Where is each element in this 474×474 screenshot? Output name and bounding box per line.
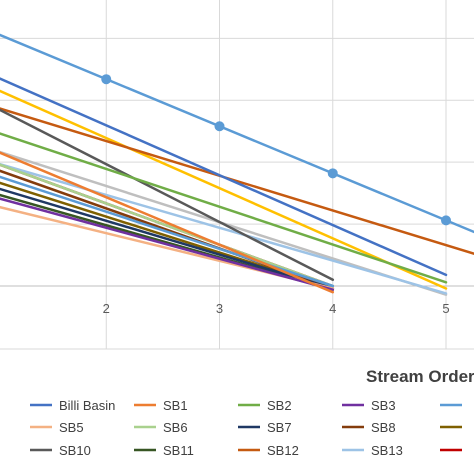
x-tick-label: 5: [442, 301, 449, 316]
series-line-sb12: [0, 107, 474, 255]
series-line-sb2: [0, 132, 448, 284]
legend-label: SB7: [267, 420, 292, 435]
series-markers: [101, 74, 452, 226]
legend-label: SB6: [163, 420, 188, 435]
series-point: [327, 168, 338, 179]
series-line-sb13: [0, 162, 448, 295]
series-line-sb7: [0, 187, 335, 290]
x-tick-label: 3: [216, 301, 223, 316]
x-axis-title: Stream Order: [366, 367, 474, 386]
legend: Billi Basin SB1 SB2 SB3 SB5 SB6 SB7 SB8 SB10 SB11…: [30, 398, 462, 458]
series-line-sb6: [0, 163, 335, 288]
legend-label: SB5: [59, 420, 84, 435]
series-line: [0, 33, 474, 234]
legend-label: SB1: [163, 398, 188, 413]
series-point: [214, 121, 225, 132]
x-tick-label: 2: [103, 301, 110, 316]
series-line-sb1: [0, 151, 335, 294]
legend-label: SB12: [267, 443, 299, 458]
legend-label: SB3: [371, 398, 396, 413]
series-line: [0, 89, 448, 290]
series-point: [101, 74, 112, 85]
x-tick-labels: 2 3 4 5: [103, 301, 450, 316]
legend-label: SB8: [371, 420, 396, 435]
series-point: [441, 215, 452, 226]
legend-label: Billi Basin: [59, 398, 115, 413]
series-line-sb3: [0, 197, 335, 291]
legend-label: SB10: [59, 443, 91, 458]
legend-label: SB13: [371, 443, 403, 458]
series-lines: [0, 33, 474, 296]
x-tick-label: 4: [329, 301, 336, 316]
legend-label: SB2: [267, 398, 292, 413]
series-line-sb10: [0, 108, 335, 282]
series-line-billi-basin: [0, 77, 448, 277]
legend-label: SB11: [163, 443, 194, 458]
